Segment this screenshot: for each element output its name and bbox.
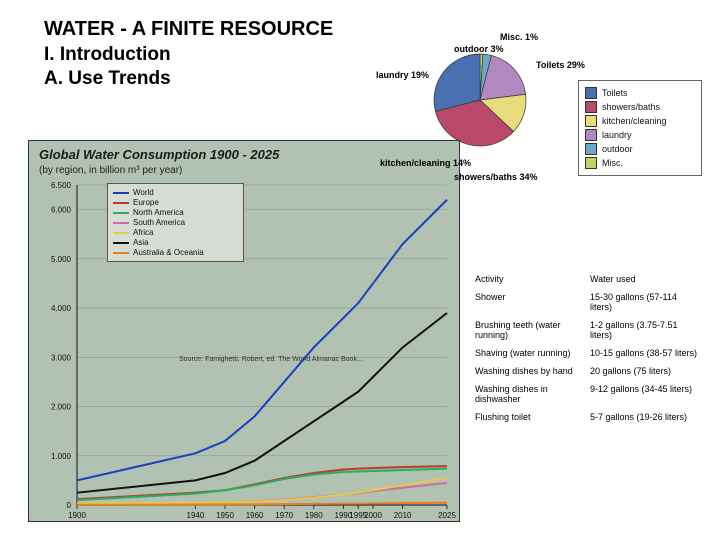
legend-label: Europe: [133, 198, 159, 207]
legend-swatch: [113, 242, 129, 244]
table-header-activity: Activity: [472, 270, 587, 288]
legend-label: South America: [133, 218, 185, 227]
line-legend-item: Africa: [113, 228, 238, 237]
svg-text:2025: 2025: [438, 511, 456, 520]
table-row: Shower15-30 gallons (57-114 liters): [472, 288, 702, 316]
legend-label: showers/baths: [602, 102, 660, 112]
cell-activity: Brushing teeth (water running): [472, 316, 587, 344]
svg-text:1960: 1960: [246, 511, 264, 520]
table-row: Washing dishes by hand20 gallons (75 lit…: [472, 362, 702, 380]
svg-text:4.000: 4.000: [51, 304, 72, 313]
svg-text:1970: 1970: [275, 511, 293, 520]
pie-legend-item: showers/baths: [585, 101, 695, 113]
svg-text:2000: 2000: [364, 511, 382, 520]
svg-text:6.000: 6.000: [51, 206, 72, 215]
svg-text:1900: 1900: [68, 511, 86, 520]
pie-legend-item: laundry: [585, 129, 695, 141]
legend-label: kitchen/cleaning: [602, 116, 667, 126]
legend-label: North America: [133, 208, 184, 217]
line-chart: 0 1.000 2.000 3.000 4.000 5.000 6.000 6.500 1900…: [29, 141, 459, 521]
svg-text:5.000: 5.000: [51, 255, 72, 264]
cell-activity: Washing dishes in dishwasher: [472, 380, 587, 408]
line-chart-panel: Global Water Consumption 1900 - 2025 (by…: [28, 140, 460, 522]
line-legend-item: Asia: [113, 238, 238, 247]
line-legend-item: World: [113, 188, 238, 197]
pie-slice-label: outdoor 3%: [454, 44, 504, 54]
pie-legend: Toilets showers/baths kitchen/cleaning laun…: [578, 80, 702, 176]
pie-legend-item: kitchen/cleaning: [585, 115, 695, 127]
line-legend-item: Australia & Oceania: [113, 248, 238, 257]
legend-label: laundry: [602, 130, 632, 140]
cell-waterused: 10-15 gallons (38-57 liters): [587, 344, 702, 362]
pie-slice-label: laundry 19%: [376, 70, 429, 80]
svg-text:1980: 1980: [305, 511, 323, 520]
cell-waterused: 5-7 gallons (19-26 liters): [587, 408, 702, 426]
legend-label: Africa: [133, 228, 153, 237]
series-line: [77, 313, 447, 493]
table: Activity Water used Shower15-30 gallons …: [472, 270, 702, 426]
line-legend-item: South America: [113, 218, 238, 227]
svg-text:1940: 1940: [187, 511, 205, 520]
legend-swatch: [113, 212, 129, 214]
pie-slice-label: showers/baths 34%: [454, 172, 538, 182]
pie-legend-item: Toilets: [585, 87, 695, 99]
table-row: Shaving (water running)10-15 gallons (38…: [472, 344, 702, 362]
water-use-table: Activity Water used Shower15-30 gallons …: [472, 270, 702, 426]
legend-label: Australia & Oceania: [133, 248, 204, 257]
legend-label: outdoor: [602, 144, 633, 154]
legend-label: Toilets: [602, 88, 628, 98]
legend-swatch: [113, 252, 129, 254]
svg-text:3.000: 3.000: [51, 353, 72, 362]
legend-swatch: [113, 192, 129, 194]
pie-legend-item: outdoor: [585, 143, 695, 155]
cell-waterused: 20 gallons (75 liters): [587, 362, 702, 380]
legend-swatch: [585, 157, 597, 169]
line-chart-legend: WorldEuropeNorth AmericaSouth AmericaAfr…: [107, 183, 244, 262]
table-header-waterused: Water used: [587, 270, 702, 288]
legend-swatch: [585, 101, 597, 113]
table-row: Flushing toilet5-7 gallons (19-26 liters…: [472, 408, 702, 426]
cell-activity: Flushing toilet: [472, 408, 587, 426]
svg-text:2.000: 2.000: [51, 403, 72, 412]
pie-slice-label: kitchen/cleaning 14%: [380, 158, 471, 168]
cell-waterused: 1-2 gallons (3.75-7.51 liters): [587, 316, 702, 344]
table-row: Brushing teeth (water running)1-2 gallon…: [472, 316, 702, 344]
legend-label: World: [133, 188, 154, 197]
legend-label: Asia: [133, 238, 149, 247]
cell-waterused: 9-12 gallons (34-45 liters): [587, 380, 702, 408]
svg-text:0: 0: [67, 501, 72, 510]
pie-legend-item: Misc.: [585, 157, 695, 169]
pie-slice-label: Misc. 1%: [500, 32, 538, 42]
legend-swatch: [585, 143, 597, 155]
cell-waterused: 15-30 gallons (57-114 liters): [587, 288, 702, 316]
cell-activity: Shaving (water running): [472, 344, 587, 362]
svg-text:1.000: 1.000: [51, 452, 72, 461]
line-legend-item: Europe: [113, 198, 238, 207]
line-legend-item: North America: [113, 208, 238, 217]
line-chart-source: Source: Famighetti, Robert, ed. The Worl…: [179, 356, 363, 363]
svg-text:1950: 1950: [216, 511, 234, 520]
legend-swatch: [585, 129, 597, 141]
cell-activity: Washing dishes by hand: [472, 362, 587, 380]
legend-label: Misc.: [602, 158, 623, 168]
legend-swatch: [113, 202, 129, 204]
legend-swatch: [585, 115, 597, 127]
legend-swatch: [585, 87, 597, 99]
cell-activity: Shower: [472, 288, 587, 316]
svg-text:6.500: 6.500: [51, 181, 72, 190]
pie-slice-label: Toilets 29%: [536, 60, 585, 70]
legend-swatch: [113, 222, 129, 224]
table-row: Washing dishes in dishwasher9-12 gallons…: [472, 380, 702, 408]
svg-text:2010: 2010: [394, 511, 412, 520]
legend-swatch: [113, 232, 129, 234]
